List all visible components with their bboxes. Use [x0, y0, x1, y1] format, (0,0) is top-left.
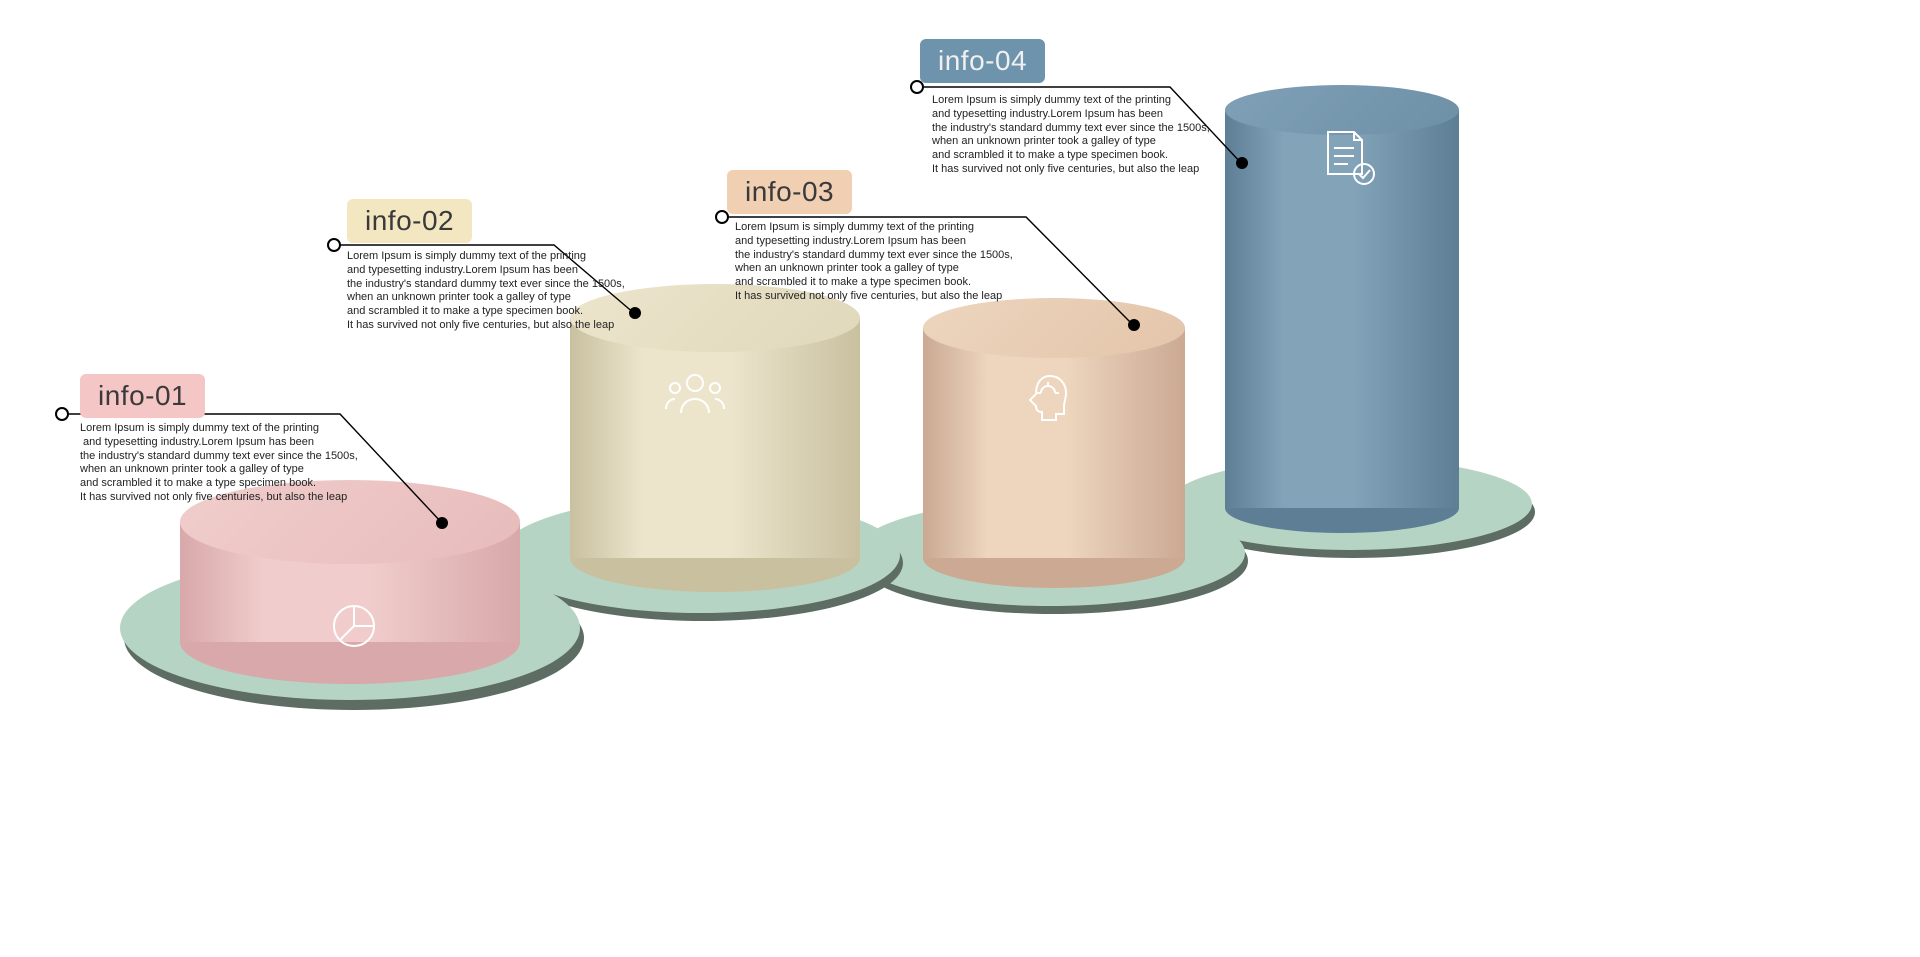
infographic-stage: info-01 Lorem Ipsum is simply dummy text…	[0, 0, 1920, 957]
c4-callout-dot	[1236, 157, 1248, 169]
c1-badge: info-01	[80, 374, 205, 418]
c4-desc: Lorem Ipsum is simply dummy text of the …	[932, 94, 1210, 177]
c2-badge: info-02	[347, 199, 472, 243]
c3-desc: Lorem Ipsum is simply dummy text of the …	[735, 221, 1013, 304]
c3-badge: info-03	[727, 170, 852, 214]
c1-desc: Lorem Ipsum is simply dummy text of the …	[80, 422, 358, 505]
c2-desc: Lorem Ipsum is simply dummy text of the …	[347, 250, 625, 333]
c4-badge: info-04	[920, 39, 1045, 83]
